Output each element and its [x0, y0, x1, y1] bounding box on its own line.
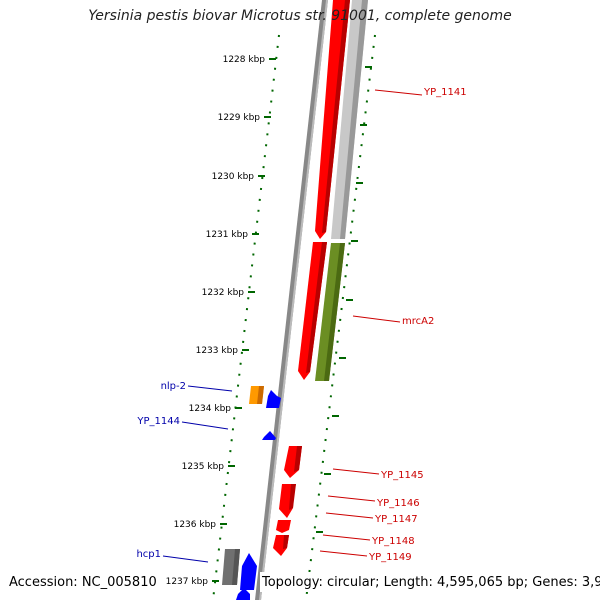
tick-labels: 1228 kbp 1229 kbp 1230 kbp 1231 kbp 1232 kbp… [166, 55, 372, 591]
gene-YP_1148-shade [283, 535, 289, 549]
tick-label: 1233 kbp [196, 346, 239, 356]
gene-label-leader [162, 555, 209, 563]
gene-label-leader [322, 534, 371, 541]
topology-text: Topology: circular; Length: 4,595,065 bp… [262, 575, 600, 590]
gene-blue-reverse-1 [266, 390, 281, 408]
gene-label-leader [352, 315, 401, 323]
gene-label-leader [187, 385, 233, 392]
gene-label-leader [327, 495, 376, 502]
gene-label-YP_1148[interactable]: YP_1148 [371, 536, 415, 547]
gene-label-leader [332, 468, 380, 475]
footer-background [260, 572, 594, 592]
gene-blue-reverse-3 [236, 588, 250, 600]
gene-label-YP_1141[interactable]: YP_1141 [423, 87, 467, 98]
accession-text: Accession: NC_005810 [9, 575, 157, 590]
gene-label-nlp-2[interactable]: nlp-2 [161, 381, 186, 392]
tick-label: 1232 kbp [202, 288, 245, 298]
tick-label: 1228 kbp [223, 55, 266, 65]
gene-label-leader [374, 89, 423, 96]
gene-YP_1145-shade [294, 446, 302, 472]
gene-nlp-2-shade [257, 386, 264, 404]
tick-label: 1235 kbp [182, 462, 225, 472]
gene-label-hcp1[interactable]: hcp1 [136, 549, 161, 560]
gene-dark-gray-shade [232, 549, 240, 585]
gene-label-leader [181, 421, 229, 430]
gene-gray-shade [340, 0, 368, 239]
outer-dotted-track [305, 34, 376, 601]
gene-red-forward-2-shade [306, 242, 327, 373]
tick-label: 1230 kbp [212, 172, 255, 182]
gene-label-leader [319, 550, 368, 557]
gene-label-YP_1149[interactable]: YP_1149 [368, 552, 412, 563]
inner-dotted-track [212, 34, 280, 601]
gene-label-leader [325, 512, 374, 519]
tick-label: 1237 kbp [166, 577, 209, 587]
gene-labels: YP_1141 mrcA2 YP_1145 YP_1146 YP_1147 YP_1148… [136, 87, 466, 563]
gene-blue-reverse-2 [262, 431, 276, 440]
map-title: Yersinia pestis biovar Microtus str. 910… [88, 8, 512, 24]
gene-label-YP_1147[interactable]: YP_1147 [374, 514, 418, 525]
tick-label: 1229 kbp [218, 113, 261, 123]
gene-red-forward-1-shade [322, 0, 350, 233]
gene-mrcA2-shade [324, 243, 345, 381]
gene-label-mrcA2[interactable]: mrcA2 [402, 316, 434, 327]
gene-label-YP_1146[interactable]: YP_1146 [376, 498, 420, 509]
gene-hcp1 [240, 553, 257, 590]
genome-backbone-highlight [259, 0, 328, 600]
gene-label-YP_1144[interactable]: YP_1144 [136, 416, 180, 427]
tick-label: 1236 kbp [174, 520, 217, 530]
gene-label-YP_1145[interactable]: YP_1145 [380, 470, 424, 481]
tick-label: 1234 kbp [189, 404, 232, 414]
gene-YP_1147 [276, 520, 291, 533]
gene-YP_1146-shade [289, 484, 296, 510]
tick-label: 1231 kbp [206, 230, 249, 240]
